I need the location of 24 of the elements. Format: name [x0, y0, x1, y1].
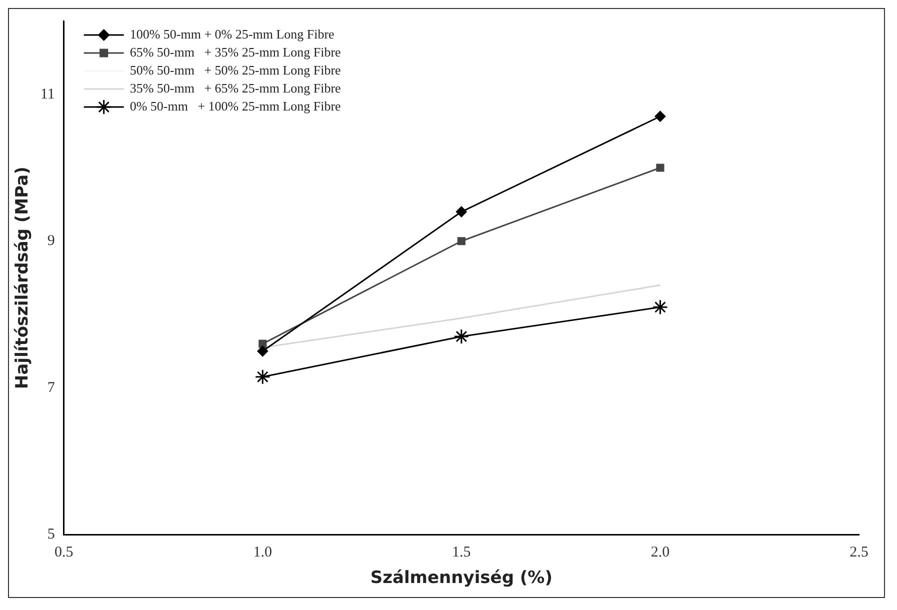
point: [656, 164, 664, 172]
x-tick-label: 2.0: [650, 544, 670, 561]
y-tick-label: 5: [47, 526, 55, 543]
y-tick-label: 11: [40, 86, 55, 102]
point: [254, 369, 270, 385]
legend-label: 50% 50-mm + 50% 25-mm Long Fibre: [130, 62, 342, 78]
point: [457, 237, 466, 246]
x-tick-label: 1.0: [253, 544, 272, 561]
x-tick-label: 0.5: [54, 544, 74, 561]
point: [454, 328, 470, 344]
legend-label: 0% 50-mm + 100% 25-mm Long Fibre: [130, 98, 342, 114]
point: [654, 110, 666, 122]
y-axis-title: Hajlítószilárdság (MPa): [12, 166, 33, 389]
y-tick-label: 9: [47, 233, 55, 250]
x-tick-label: 2.5: [850, 544, 868, 561]
legend-label: 35% 50-mm + 65% 25-mm Long Fibre: [130, 80, 342, 96]
y-tick-label: 7: [47, 380, 56, 396]
legend-label: 65% 50-mm + 35% 25-mm Long Fibre: [130, 44, 342, 60]
x-axis-title: Szálmennyiség (%): [370, 568, 552, 588]
legend-label: 100% 50-mm + 0% 25-mm Long Fibre: [130, 26, 335, 42]
x-tick-label: 1.5: [452, 544, 471, 561]
point: [652, 299, 668, 315]
point: [257, 346, 268, 357]
point: [456, 206, 467, 218]
